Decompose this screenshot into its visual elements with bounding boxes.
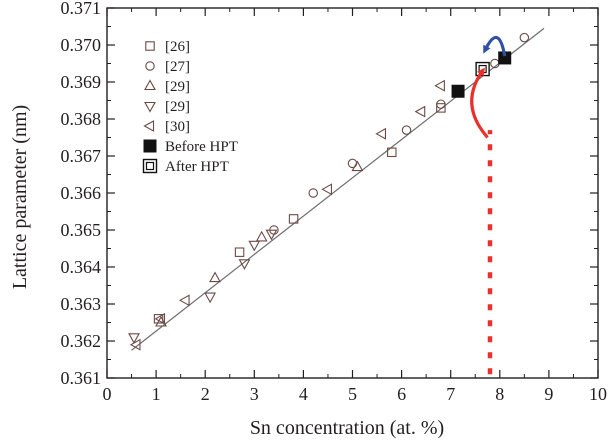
data-point [234,247,245,257]
legend-marker [145,61,155,71]
data-point [347,158,358,169]
x-tick-label: 5 [348,384,357,404]
y-axis-label: Lattice parameter (nm) [9,105,31,289]
data-point [255,230,268,242]
legend-label: [30] [165,119,190,135]
data-point [519,32,530,43]
legend-marker [143,120,155,132]
data-point [129,338,141,351]
y-tick-label: 0.366 [61,183,102,203]
x-tick-label: 8 [495,384,504,404]
curved-arrow [483,36,507,57]
data-point [434,79,445,92]
data-point [308,188,318,198]
data-point [414,105,426,118]
data-point [154,312,166,325]
legend-label: After HPT [165,159,229,175]
x-tick-label: 2 [201,384,210,404]
data-point [321,183,333,196]
y-tick-label: 0.362 [61,331,102,351]
data-point [128,333,140,344]
data-point [238,259,251,270]
x-axis-label: Sn concentration (at. %) [250,417,444,439]
legend-marker [144,101,156,113]
x-tick-label: 6 [397,384,406,404]
legend-label: [27] [165,59,190,75]
data-point [375,127,387,140]
x-tick-label: 1 [152,384,161,404]
legend-label: [29] [165,99,190,115]
x-tick-label: 0 [103,384,112,404]
data-point [351,160,364,172]
data-point [288,214,299,224]
data-point [204,292,217,304]
data-point [178,294,190,307]
data-point [436,99,446,109]
legend-label: Before HPT [165,139,238,155]
legend: [26] [27] [29] [29] [30] Before HPT After HPT [142,39,238,175]
plot-area: 0 1 2 3 4 5 6 7 8 9 10 0.361 0.362 0.363 0.364 0.365 0.3… [61,0,608,404]
x-tick-label: 9 [544,384,553,404]
y-tick-label: 0.365 [61,220,102,240]
y-tick-label: 0.367 [61,146,102,166]
data-point [155,315,167,327]
data-point [248,240,261,252]
data-point [209,271,221,283]
x-tick-label: 10 [589,384,607,404]
curved-arrow [470,67,489,139]
legend-marker [144,79,156,91]
x-tick-label: 3 [250,384,259,404]
y-tick-label: 0.364 [61,257,102,277]
fit-line [131,27,545,351]
y-tick-label: 0.368 [61,109,102,129]
legend-marker [145,41,155,51]
data-point [387,147,397,158]
y-tick-label: 0.363 [61,294,102,314]
legend-label: [29] [165,79,190,95]
y-tick-label: 0.370 [61,35,102,55]
data-point [451,84,465,98]
x-tick-label: 4 [299,384,308,404]
legend-marker [143,139,157,153]
legend-label: [26] [165,39,190,55]
data-point [265,229,278,241]
y-tick-label: 0.371 [61,0,102,18]
data-point [153,314,164,324]
x-tick-label: 7 [446,384,455,404]
data-point [436,103,446,113]
y-tick-label: 0.361 [61,368,102,388]
y-tick-label: 0.369 [61,72,102,92]
data-point [401,125,412,135]
legend-marker [142,158,158,174]
